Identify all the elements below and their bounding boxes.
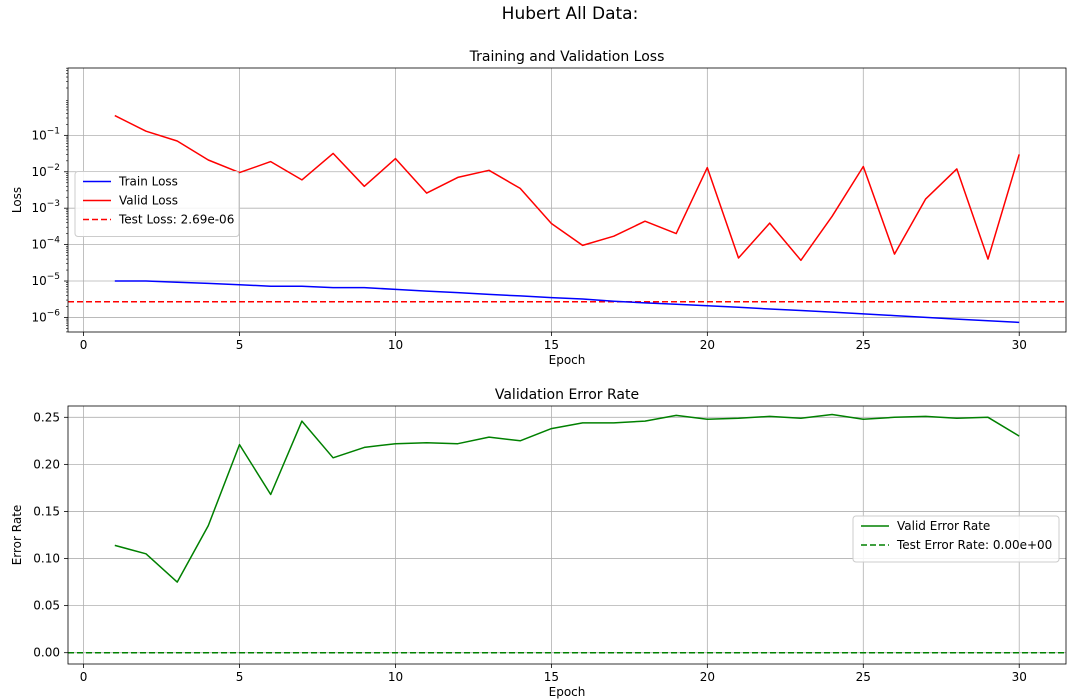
legend-box — [852, 515, 1060, 563]
legend-label: Valid Loss — [119, 194, 178, 208]
y-tick-label: 10−6 — [31, 308, 60, 324]
x-tick-label: 0 — [80, 338, 88, 352]
y-tick-label: 0.00 — [33, 646, 60, 660]
x-tick-label: 10 — [388, 670, 403, 684]
plot-area — [68, 114, 1066, 324]
x-tick-label: 5 — [236, 338, 244, 352]
loss-chart: Training and Validation Loss 0 5 10 15 20 25 30… — [10, 49, 1067, 367]
y-tick-label: 10−1 — [31, 126, 60, 142]
x-tick-label: 10 — [388, 338, 403, 352]
x-tick-label: 0 — [80, 670, 88, 684]
x-tick-label: 20 — [700, 338, 715, 352]
y-tick-label: 0.15 — [33, 504, 60, 518]
y-tick-label: 0.10 — [33, 552, 60, 566]
x-tick-label: 15 — [544, 670, 559, 684]
x-tick-label: 25 — [856, 338, 871, 352]
x-tick-label: 30 — [1012, 670, 1027, 684]
x-axis-label: Epoch — [549, 685, 586, 699]
chart-title: Validation Error Rate — [495, 387, 639, 403]
y-tick-label: 10−2 — [31, 163, 60, 179]
y-tick-label: 10−3 — [31, 199, 60, 215]
plot-area — [68, 413, 1066, 654]
valid-lossline — [114, 114, 1020, 262]
legend-label: Test Error Rate: 0.00e+00 — [896, 538, 1052, 552]
legend: Train Loss Valid Loss Test Loss: 2.69e-06 — [74, 171, 240, 237]
x-tick-label: 25 — [856, 670, 871, 684]
legend-label: Valid Error Rate — [897, 519, 990, 533]
legend: Valid Error Rate Test Error Rate: 0.00e+0… — [852, 515, 1060, 563]
y-tick-label: 0.25 — [33, 410, 60, 424]
x-tick-label: 5 — [236, 670, 244, 684]
legend-label: Test Loss: 2.69e-06 — [118, 213, 234, 227]
y-tick-label: 0.20 — [33, 457, 60, 471]
y-axis-label: Loss — [10, 187, 24, 213]
x-tick-label: 15 — [544, 338, 559, 352]
legend-label: Train Loss — [118, 175, 178, 189]
train-lossline — [114, 280, 1020, 324]
valid-error-rateline — [114, 413, 1020, 583]
chart-title: Training and Validation Loss — [469, 49, 665, 65]
y-axis-label: Error Rate — [10, 505, 24, 566]
plot-frame — [67, 67, 1067, 333]
plot-frame — [67, 405, 1067, 665]
x-axis-label: Epoch — [549, 353, 586, 367]
error-rate-chart: Validation Error Rate 0 5 10 15 20 25 30 0.00 0.0… — [10, 387, 1067, 699]
y-tick-label: 0.05 — [33, 599, 60, 613]
legend-box — [74, 171, 240, 237]
y-tick-label: 10−5 — [31, 272, 60, 288]
y-tick-label: 10−4 — [31, 236, 60, 252]
x-tick-label: 30 — [1012, 338, 1027, 352]
x-tick-label: 20 — [700, 670, 715, 684]
figure-title: Hubert All Data: — [502, 4, 639, 24]
